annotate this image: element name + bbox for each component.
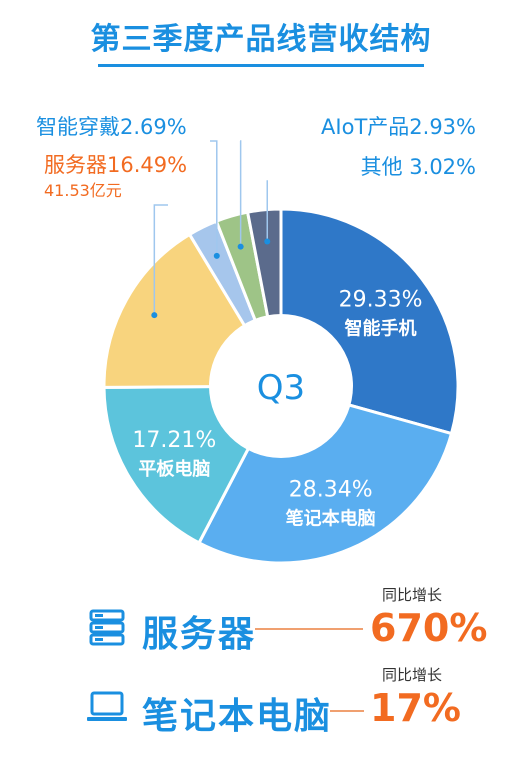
slice-value-label-0: 29.33%	[339, 287, 423, 312]
slice-extra-label-3: 41.53亿元	[44, 181, 122, 200]
laptop-stat-leader	[330, 710, 364, 712]
title-underline	[98, 64, 424, 67]
callout-dot-3	[151, 312, 158, 319]
server-icon	[89, 609, 125, 646]
callout-dot-6	[264, 238, 271, 245]
callout-line-3	[153, 204, 168, 316]
slice-outside-label-4: 智能穿戴2.69%	[36, 115, 187, 139]
callout-line-6	[266, 180, 269, 242]
chart-title: 第三季度产品线营收结构	[90, 22, 432, 57]
slice-name-label-1: 笔记本电脑	[286, 508, 376, 530]
laptop-growth-value: 17%	[370, 686, 461, 730]
slice-outside-label-5: AIoT产品2.93%	[321, 115, 476, 139]
laptop-growth-caption: 同比增长	[382, 666, 443, 684]
slice-name-label-0: 智能手机	[345, 317, 417, 339]
donut-chart: Q3 29.33% 智能手机 28.34% 笔记本电脑 17.21% 平板电脑 服务器16.…	[36, 115, 476, 565]
donut-hole	[209, 314, 353, 458]
laptop-icon	[87, 691, 127, 721]
server-growth-value: 670%	[370, 606, 488, 650]
slice-outside-label-3: 服务器16.49%	[44, 153, 187, 177]
slice-value-label-1: 28.34%	[289, 478, 373, 503]
server-stat-leader	[255, 628, 363, 630]
server-stat-label: 服务器	[142, 614, 257, 655]
center-label: Q3	[257, 368, 305, 408]
callout-line-4	[210, 140, 218, 256]
laptop-stat-label: 笔记本电脑	[142, 696, 333, 737]
slice-value-label-2: 17.21%	[132, 428, 216, 453]
callout-line-5	[239, 140, 242, 247]
callout-dot-5	[237, 243, 244, 250]
slice-name-label-2: 平板电脑	[138, 458, 210, 480]
callout-dot-4	[213, 252, 220, 259]
slice-outside-label-6: 其他 3.02%	[361, 155, 476, 179]
server-growth-caption: 同比增长	[382, 586, 443, 604]
